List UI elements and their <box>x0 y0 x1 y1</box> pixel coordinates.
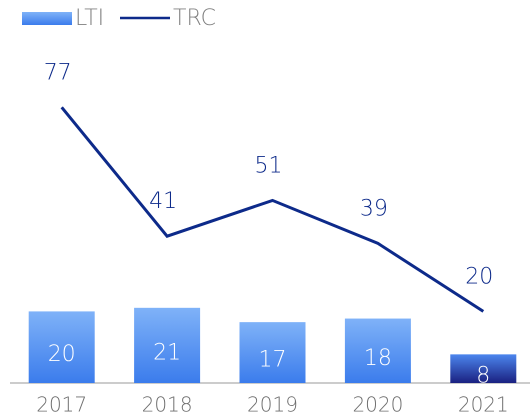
x-tick-label: 2020 <box>352 393 403 417</box>
bar <box>28 311 95 383</box>
line-value-label: 77 <box>44 60 72 85</box>
line-value-label: 41 <box>149 189 177 214</box>
legend-label: LTI <box>75 6 104 31</box>
bar-value-label: 17 <box>259 348 287 373</box>
x-tick-label: 2021 <box>458 393 509 417</box>
bar-value-label: 20 <box>48 342 76 367</box>
x-tick-label: 2019 <box>247 393 298 417</box>
bar <box>344 318 411 383</box>
x-tick-label: 2017 <box>36 393 87 417</box>
x-tick-label: 2018 <box>142 393 193 417</box>
bar-value-label: 18 <box>364 346 392 371</box>
bar <box>239 322 306 383</box>
line-value-label: 39 <box>360 196 388 221</box>
legend-label: TRC <box>173 6 216 31</box>
line <box>60 106 485 313</box>
legend-swatch <box>22 12 72 25</box>
bar <box>450 354 517 383</box>
line-value-label: 20 <box>465 264 493 289</box>
bar-value-label: 21 <box>153 340 181 365</box>
bar <box>134 307 201 383</box>
bar-value-label: 8 <box>476 364 490 389</box>
line-value-label: 51 <box>255 153 283 178</box>
